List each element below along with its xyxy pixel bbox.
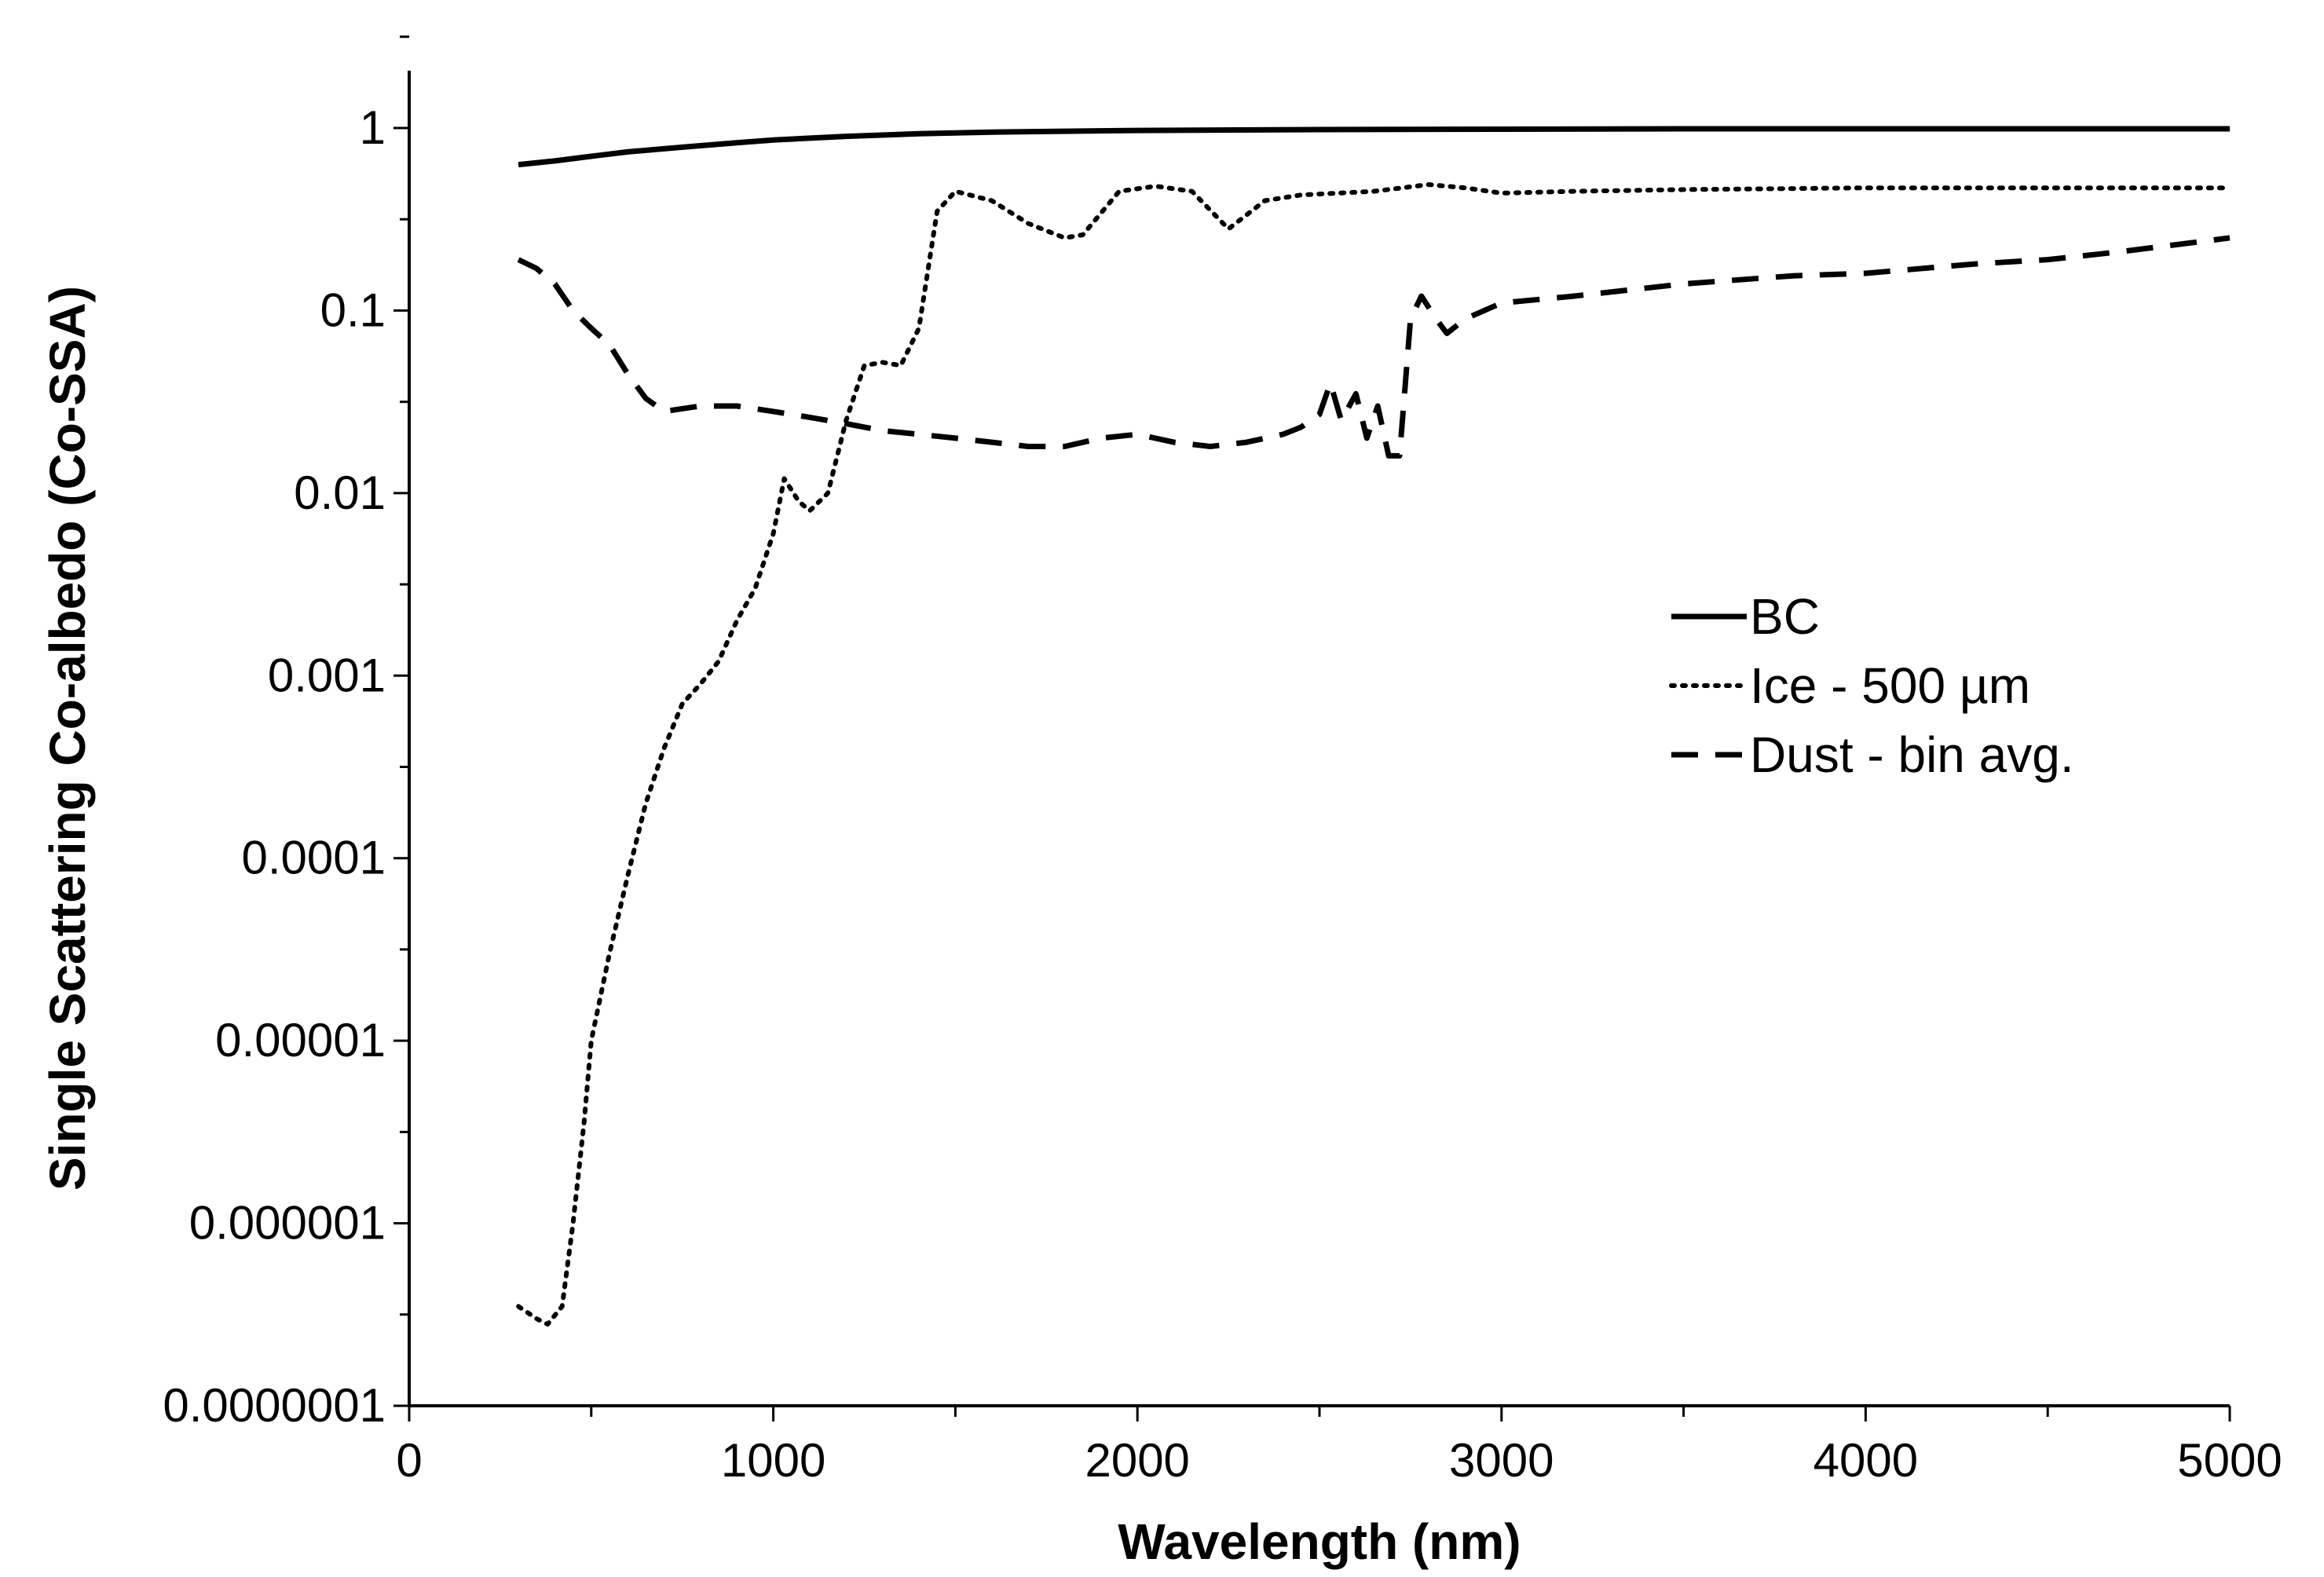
x-tick-label: 2000 (1085, 1434, 1189, 1487)
y-tick-label: 0.0001 (241, 832, 386, 884)
legend-label-2: Ice - 500 µm (1750, 657, 2030, 714)
x-tick-label: 1000 (721, 1434, 825, 1487)
y-tick-label: 0.00001 (215, 1014, 386, 1067)
y-axis-ticks: 0.0000001 0.000001 0.00001 0.0001 0.001 0.01 0… (163, 35, 409, 1432)
y-tick-label: 1 (360, 101, 386, 154)
x-tick-label: 4000 (1813, 1434, 1918, 1487)
x-tick-label: 5000 (2177, 1434, 2282, 1487)
legend-label-3: Dust - bin avg. (1750, 726, 2074, 783)
x-tick-label: 3000 (1449, 1434, 1554, 1487)
series-group (516, 126, 2232, 1327)
legend-label-1: BC (1750, 588, 1820, 645)
y-tick-label: 0.01 (294, 467, 386, 519)
series-line-2 (516, 182, 2232, 1327)
y-tick-label: 0.1 (320, 284, 386, 336)
y-tick-label: 0.000001 (189, 1197, 386, 1250)
series-line-3 (517, 235, 2231, 459)
x-tick-label: 0 (396, 1434, 422, 1487)
legend: BC Ice - 500 µm Dust - bin avg. (1669, 588, 2074, 783)
y-tick-label: 0.001 (268, 649, 386, 701)
y-tick-label: 0.0000001 (163, 1379, 386, 1432)
x-axis-title: Wavelength (nm) (1118, 1513, 1521, 1570)
x-axis-ticks: 0 1000 2000 3000 4000 5000 (396, 1406, 2282, 1487)
series-line-1 (518, 126, 2230, 168)
y-axis-title: Single Scattering Co-albedo (Co-SSA) (39, 286, 96, 1191)
